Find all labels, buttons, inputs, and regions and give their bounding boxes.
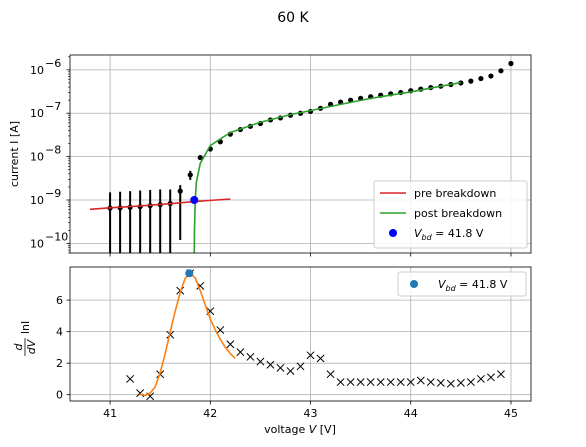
- bottom-ylabel: d dV lnI: [12, 321, 38, 356]
- derivative-point: [266, 360, 275, 369]
- derivative-point: [476, 374, 485, 383]
- data-point: [197, 154, 203, 161]
- derivative-point: [316, 354, 325, 363]
- top-ytick-label: 10: [30, 107, 44, 120]
- derivative-point: [126, 374, 135, 383]
- derivative-point: [306, 351, 315, 360]
- derivative-point: [406, 378, 415, 387]
- derivative-fit-line: [139, 272, 236, 397]
- top-legend: pre breakdown post breakdown Vbd = 41.8 V: [373, 180, 528, 249]
- bottom-xtick-label: 45: [504, 407, 518, 420]
- top-series: [89, 60, 514, 254]
- derivative-point: [136, 389, 145, 398]
- derivative-point: [486, 373, 495, 382]
- legend-label: Vbd = 41.8 V: [438, 278, 508, 293]
- top-ytick-label-exp: −6: [45, 57, 61, 70]
- ylabel-frac-num: d: [12, 342, 25, 350]
- data-point: [187, 172, 193, 178]
- derivative-point: [416, 376, 425, 385]
- bottom-ytick-label: 0: [56, 389, 63, 402]
- bottom-series: [126, 269, 505, 401]
- top-ytick-label-exp: −10: [45, 230, 68, 243]
- legend-box: [373, 180, 528, 249]
- derivative-point: [436, 378, 445, 387]
- bottom-ticks: 41 42 43 44 45 0 2 4 6: [56, 294, 518, 420]
- bottom-legend: Vbd = 41.8 V: [397, 271, 527, 297]
- derivative-point: [426, 378, 435, 387]
- derivative-point: [326, 370, 335, 379]
- bottom-xtick-label: 43: [304, 407, 318, 420]
- data-point: [177, 188, 183, 194]
- data-point: [468, 78, 474, 84]
- bottom-xtick-label: 44: [404, 407, 418, 420]
- top-ytick-label-exp: −8: [45, 144, 61, 157]
- derivative-point: [296, 362, 305, 371]
- bottom-ytick-label: 4: [56, 326, 63, 339]
- derivative-point: [366, 378, 375, 387]
- derivative-point: [356, 378, 365, 387]
- derivative-point: [456, 378, 465, 387]
- derivative-point: [376, 378, 385, 387]
- derivative-point: [346, 378, 355, 387]
- derivative-point: [226, 340, 235, 349]
- top-ytick-label-exp: −9: [45, 187, 61, 200]
- bottom-axes-frame: [69, 266, 532, 402]
- bottom-axes: 41 42 43 44 45 0 2 4 6 voltage V [V] d dV lnI Vb…: [12, 266, 532, 436]
- derivative-point: [276, 363, 285, 372]
- legend-marker: [410, 280, 418, 288]
- data-point: [488, 73, 494, 79]
- fit-line: [193, 81, 461, 254]
- derivative-point: [246, 352, 255, 361]
- top-ytick-label: 10: [30, 194, 44, 207]
- derivative-point: [386, 378, 395, 387]
- derivative-point: [446, 379, 455, 388]
- derivative-point: [466, 378, 475, 387]
- bottom-xlabel: voltage V [V]: [264, 423, 336, 436]
- breakdown-peak-point: [185, 269, 194, 278]
- legend-label: pre breakdown: [414, 187, 496, 200]
- top-ylabel: current I [A]: [8, 121, 21, 187]
- bottom-ytick-label: 6: [56, 294, 63, 307]
- ylabel-frac-den: dV: [25, 338, 38, 354]
- bottom-ytick-label: 2: [56, 357, 63, 370]
- bottom-xtick-label: 41: [103, 407, 117, 420]
- data-point: [498, 68, 504, 74]
- legend-label: post breakdown: [414, 207, 502, 220]
- derivative-point: [216, 326, 225, 335]
- bottom-xtick-label: 42: [203, 407, 217, 420]
- derivative-point: [256, 357, 265, 366]
- derivative-point: [336, 378, 345, 387]
- derivative-point: [496, 370, 505, 379]
- derivative-point: [286, 367, 295, 376]
- data-point: [508, 60, 514, 67]
- top-ytick-label-exp: −7: [45, 100, 61, 113]
- legend-box: [397, 271, 527, 297]
- fit-line: [89, 198, 231, 211]
- top-ytick-label: 10: [30, 64, 44, 77]
- legend-label: Vbd = 41.8 V: [414, 227, 484, 242]
- derivative-point: [396, 378, 405, 387]
- top-ytick-label: 10: [30, 151, 44, 164]
- top-axes-frame: [69, 54, 532, 254]
- legend-marker: [389, 229, 397, 237]
- data-point: [478, 75, 484, 82]
- ylabel-rest: lnI: [19, 321, 32, 334]
- figure-title: 60 K: [277, 10, 309, 26]
- top-ytick-label: 10: [30, 237, 44, 250]
- derivative-point: [236, 348, 245, 357]
- breakdown-point: [190, 195, 199, 204]
